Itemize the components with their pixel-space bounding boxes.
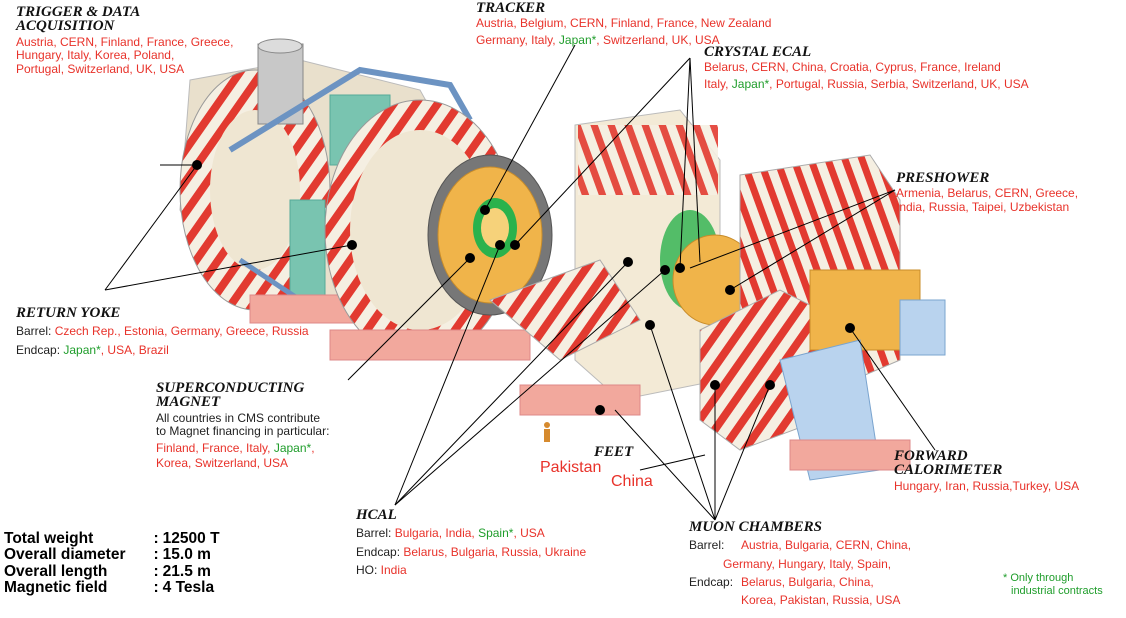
muon-barrel-label: Barrel: xyxy=(689,538,725,553)
hcal-ho-label: HO: xyxy=(356,563,381,578)
spec-row: Overall diameter : 15.0 m xyxy=(4,546,224,564)
tracker-japan: Japan* xyxy=(558,33,597,48)
spec-value: 12500 T xyxy=(162,530,220,547)
hcal-endcap-label: Endcap: xyxy=(356,544,404,559)
spec-sep: : xyxy=(153,578,159,596)
magnet-line1: All countries in CMS contribute xyxy=(156,410,321,425)
hcal-title: HCAL xyxy=(356,507,397,523)
preshower-line1: Armenia, Belarus, CERN, Greece, xyxy=(896,186,1079,201)
tracker-line1: Austria, Belgium, CERN, Finland, France,… xyxy=(476,16,772,31)
magnet-japan: Japan* xyxy=(273,441,312,456)
tracker-line2a: Germany, Italy, xyxy=(476,33,559,48)
specs-table: Total weight : 12500 T Overall diameter … xyxy=(4,530,224,596)
muon-endcap-line1: Belarus, Bulgaria, China, xyxy=(741,575,874,590)
ecal-title: CRYSTAL ECAL xyxy=(704,44,812,60)
spec-value: 21.5 m xyxy=(162,562,211,580)
footnote: * Only through industrial contracts xyxy=(1003,572,1103,597)
spec-row: Overall length : 21.5 m xyxy=(4,562,224,580)
spec-sep: : xyxy=(153,546,159,564)
muon-endcap-label: Endcap: xyxy=(689,575,734,590)
magnet-title-2: MAGNET xyxy=(156,394,221,411)
spec-name: Overall length xyxy=(4,562,108,580)
hcal-ho-list: India xyxy=(380,563,407,578)
magnet-title-1: SUPERCONDUCTING xyxy=(156,380,305,396)
forward-title-1: FORWARD xyxy=(894,448,968,464)
ecal-line1: Belarus, CERN, China, Croatia, Cyprus, F… xyxy=(704,60,1001,75)
muon-barrel-line2: Germany, Hungary, Italy, Spain, xyxy=(723,556,892,571)
footnote-line2: industrial contracts xyxy=(1011,584,1103,597)
ecal-japan: Japan* xyxy=(731,77,770,92)
ecal-label: CRYSTAL ECAL Belarus, CERN, China, Croat… xyxy=(704,44,1029,93)
hcal-label: HCAL Barrel: Bulgaria, India, Spain*, US… xyxy=(356,507,586,579)
hcal-barrel-label: Barrel: xyxy=(356,526,395,541)
yoke-barrel-list: Czech Rep., Estonia, Germany, Greece, Ru… xyxy=(54,324,309,339)
magnet-line3c: , xyxy=(311,441,315,456)
spec-name: Total weight xyxy=(4,530,94,547)
preshower-line2: India, Russia, Taipei, Uzbekistan xyxy=(896,200,1070,215)
person-scale-icon xyxy=(544,422,550,442)
magnet-line3a: Finland, France, Italy, xyxy=(156,441,274,456)
trigger-title-2: ACQUISITION xyxy=(16,18,115,35)
right-endcaps xyxy=(699,154,946,481)
trigger-line2: Hungary, Italy, Korea, Poland, xyxy=(16,48,175,63)
hcal-barrel-c: , USA xyxy=(513,526,545,541)
muon-barrel-line1: Austria, Bulgaria, CERN, China, xyxy=(741,538,912,553)
ecal-line2c: , Portugal, Russia, Serbia, Switzerland,… xyxy=(769,77,1029,92)
preshower-title: PRESHOWER xyxy=(896,170,990,186)
spec-row: Total weight : 12500 T xyxy=(4,530,224,547)
spec-value: 15.0 m xyxy=(162,546,211,564)
ecal-line2a: Italy, xyxy=(704,77,732,92)
hcal-spain: Spain* xyxy=(478,526,514,541)
muon-title: MUON CHAMBERS xyxy=(689,519,822,535)
barrel-wheels xyxy=(489,109,758,416)
spec-sep: : xyxy=(153,562,159,580)
trigger-line3: Portugal, Switzerland, UK, USA xyxy=(16,62,185,77)
magnet-line2: to Magnet financing in particular: xyxy=(156,424,330,439)
footnote-line1: * Only through xyxy=(1003,572,1074,584)
yoke-endcap-japan: Japan* xyxy=(63,342,101,357)
tracker-line2c: , Switzerland, UK, USA xyxy=(596,33,720,48)
spec-value: 4 Tesla xyxy=(162,578,215,596)
yoke-label: RETURN YOKE Barrel: Czech Rep., Estonia,… xyxy=(16,305,309,359)
muon-endcap-line2: Korea, Pakistan, Russia, USA xyxy=(741,593,901,608)
spec-name: Overall diameter xyxy=(4,546,126,564)
spec-row: Magnetic field : 4 Tesla xyxy=(4,578,224,596)
tracker-label: TRACKER Austria, Belgium, CERN, Finland,… xyxy=(476,0,771,49)
yoke-title: RETURN YOKE xyxy=(16,305,121,321)
feet-china: China xyxy=(611,473,653,490)
forward-label: FORWARD CALORIMETER Hungary, Iran, Russi… xyxy=(894,448,1079,493)
preshower-label: PRESHOWER Armenia, Belarus, CERN, Greece… xyxy=(896,170,1078,215)
forward-line1: Hungary, Iran, Russia,Turkey, USA xyxy=(894,478,1080,493)
leader-lines xyxy=(104,44,936,521)
tracker-title: TRACKER xyxy=(476,0,546,16)
spec-sep: : xyxy=(153,530,159,547)
trigger-title-1: TRIGGER & DATA xyxy=(16,4,141,20)
muon-label: MUON CHAMBERS Barrel: Austria, Bulgaria, … xyxy=(689,519,911,610)
hcal-endcap-list: Belarus, Bulgaria, Russia, Ukraine xyxy=(403,544,587,559)
central-barrel xyxy=(324,99,553,361)
yoke-endcap-label: Endcap: xyxy=(16,342,64,357)
feet-pakistan: Pakistan xyxy=(540,459,602,476)
trigger-line1: Austria, CERN, Finland, France, Greece, xyxy=(16,34,234,49)
feet-title: FEET xyxy=(594,444,634,460)
yoke-endcap-rest: , USA, Brazil xyxy=(100,342,169,357)
spec-name: Magnetic field xyxy=(4,578,108,596)
hcal-barrel-a: Bulgaria, India, xyxy=(394,526,479,541)
forward-title-2: CALORIMETER xyxy=(894,462,1003,479)
magnet-line4: Korea, Switzerland, USA xyxy=(156,456,289,471)
trigger-label: TRIGGER & DATA ACQUISITION Austria, CERN… xyxy=(16,4,233,77)
magnet-label: SUPERCONDUCTING MAGNET All countries in … xyxy=(156,380,329,471)
yoke-barrel-label: Barrel: xyxy=(16,324,55,339)
leader-dots xyxy=(192,160,855,415)
